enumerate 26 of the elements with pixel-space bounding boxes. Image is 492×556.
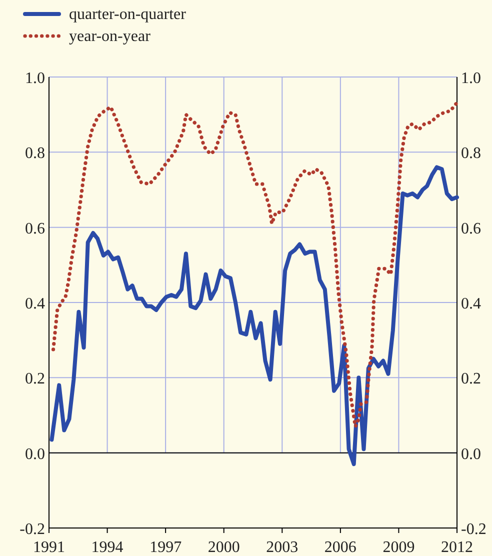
x-tick-label: 1997 xyxy=(150,539,182,556)
y2-tick-label: 0.2 xyxy=(461,370,481,388)
y-tick-label: 0.2 xyxy=(25,370,45,388)
line-series xyxy=(51,102,458,428)
y-tick-label: 1.0 xyxy=(25,70,45,87)
x-tick-label: 2003 xyxy=(266,539,298,556)
y-tick-label: -0.2 xyxy=(20,521,45,538)
x-tick-label: 1994 xyxy=(91,539,124,556)
y2-tick-label: 0.4 xyxy=(461,296,481,312)
x-tick-label: 1991 xyxy=(33,539,65,556)
line-series xyxy=(50,165,459,466)
y2-tick-label: 0.0 xyxy=(461,446,481,463)
x-tick-label: 2000 xyxy=(208,539,240,556)
legend-label: quarter-on-quarter xyxy=(69,6,187,23)
y-tick-label: 0.0 xyxy=(25,446,45,463)
y2-tick-label: 1.0 xyxy=(461,70,481,87)
x-tick-label: 2009 xyxy=(382,539,415,556)
y-tick-label: 0.4 xyxy=(25,296,45,312)
legend-label: year-on-year xyxy=(69,28,152,45)
y-tick-label: 0.8 xyxy=(25,145,45,162)
y2-tick-label: 0.8 xyxy=(461,145,481,162)
y2-tick-label: 0.6 xyxy=(461,220,481,238)
y-tick-label: 0.6 xyxy=(25,220,45,238)
x-tick-label: 2006 xyxy=(324,539,356,556)
x-tick-label: 2012 xyxy=(441,539,473,556)
y2-tick-label: -0.2 xyxy=(461,521,486,538)
